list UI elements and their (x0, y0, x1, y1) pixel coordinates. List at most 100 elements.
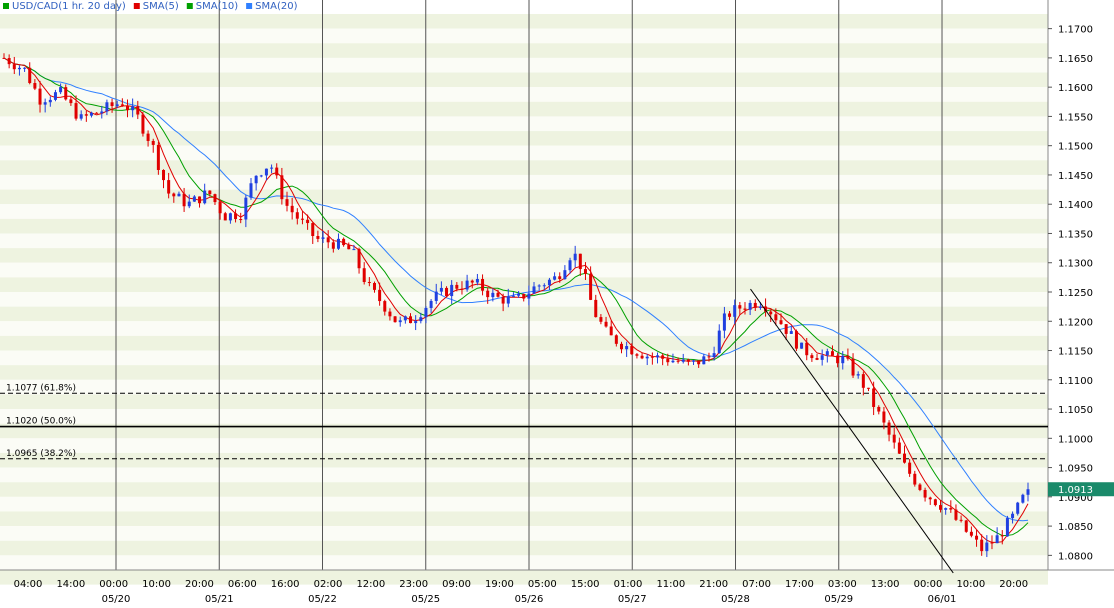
plot-band (0, 350, 1048, 366)
candle-body (290, 205, 294, 213)
candle-body (23, 67, 27, 69)
candle-body (1011, 513, 1015, 519)
y-tick-label: 1.1450 (1058, 171, 1093, 182)
candle-body (717, 330, 721, 354)
candle-body (2, 57, 6, 59)
candle-body (388, 311, 392, 317)
plot-band (0, 28, 1048, 44)
candle-body (264, 168, 268, 176)
plot-band (0, 131, 1048, 146)
candle-body (959, 519, 963, 521)
candle-body (208, 190, 212, 195)
x-date-label: 05/22 (308, 594, 337, 604)
candle-body (547, 279, 551, 286)
candle-body (105, 102, 109, 112)
plot-band (0, 57, 1048, 73)
plot-band (0, 145, 1048, 161)
fib-level-label: 1.1020 (50.0%) (6, 417, 76, 427)
candle-body (409, 316, 413, 324)
candle-body (198, 196, 202, 204)
candle-body (228, 213, 232, 221)
legend-label: SMA(20) (255, 1, 297, 12)
candle-body (259, 175, 263, 177)
candle-body (439, 287, 443, 292)
candle-body (692, 360, 696, 362)
candle-body (1026, 489, 1030, 495)
candle-body (1021, 494, 1025, 503)
candle-body (686, 359, 690, 362)
candle-body (630, 346, 634, 355)
plot-band (0, 262, 1048, 278)
candle-body (398, 320, 402, 323)
candle-body (419, 317, 423, 322)
plot-band (0, 452, 1048, 468)
candle-body (465, 280, 469, 290)
y-tick-label: 1.1000 (1058, 434, 1093, 445)
x-time-label: 09:00 (442, 579, 471, 590)
candle-body (733, 305, 737, 317)
candle-body (604, 321, 608, 327)
candle-body (414, 321, 418, 324)
x-time-label: 20:00 (185, 579, 214, 590)
candle-body (522, 293, 526, 299)
candle-body (949, 508, 953, 510)
candle-body (17, 67, 21, 70)
candle-body (743, 308, 747, 310)
candle-body (239, 219, 243, 221)
candle-body (928, 497, 932, 500)
candle-body (918, 484, 922, 490)
plot-band (0, 482, 1048, 497)
candle-body (964, 520, 968, 532)
candle-body (223, 213, 227, 221)
candle-body (100, 111, 104, 114)
candle-body (501, 296, 505, 304)
candle-body (48, 99, 52, 103)
x-date-label: 06/01 (928, 594, 957, 604)
candle-body (758, 306, 762, 308)
candle-body (517, 293, 521, 296)
candle-body (270, 167, 274, 169)
candle-body (481, 278, 485, 291)
candle-body (295, 212, 299, 219)
candle-body (892, 434, 896, 443)
fib-level-label: 1.0965 (38.2%) (6, 449, 76, 459)
candle-body (903, 453, 907, 463)
candle-body (383, 301, 387, 312)
candle-body (882, 411, 886, 423)
x-time-label: 05:00 (528, 579, 557, 590)
plot-band (0, 394, 1048, 410)
candle-body (491, 292, 495, 298)
legend-swatch (3, 3, 9, 9)
y-tick-label: 1.1500 (1058, 142, 1093, 153)
candle-body (933, 499, 937, 506)
candle-body (542, 285, 546, 287)
y-tick-label: 1.1650 (1058, 54, 1093, 65)
candle-body (769, 311, 773, 315)
plot-band (0, 189, 1048, 205)
candle-body (79, 114, 83, 119)
plot-band (0, 43, 1048, 58)
candle-body (846, 355, 850, 359)
candle-body (33, 83, 37, 89)
plot-band (0, 233, 1048, 249)
candle-body (779, 320, 783, 325)
candle-body (244, 197, 248, 220)
candle-body (74, 103, 78, 119)
legend-swatch (133, 3, 140, 9)
candle-body (980, 539, 984, 552)
candle-body (836, 355, 840, 364)
x-time-label: 07:00 (742, 579, 771, 590)
candle-body (1016, 502, 1020, 514)
y-tick-label: 1.1700 (1058, 25, 1093, 36)
candle-body (424, 307, 428, 318)
y-tick-label: 1.1250 (1058, 288, 1093, 299)
candle-body (496, 292, 500, 297)
current-price-label: 1.0913 (1058, 485, 1093, 496)
candle-body (650, 356, 654, 358)
candle-body (671, 360, 675, 363)
candle-body (810, 355, 814, 359)
candle-body (43, 102, 47, 105)
candle-body (475, 278, 479, 283)
price-axis-background (1048, 0, 1114, 604)
